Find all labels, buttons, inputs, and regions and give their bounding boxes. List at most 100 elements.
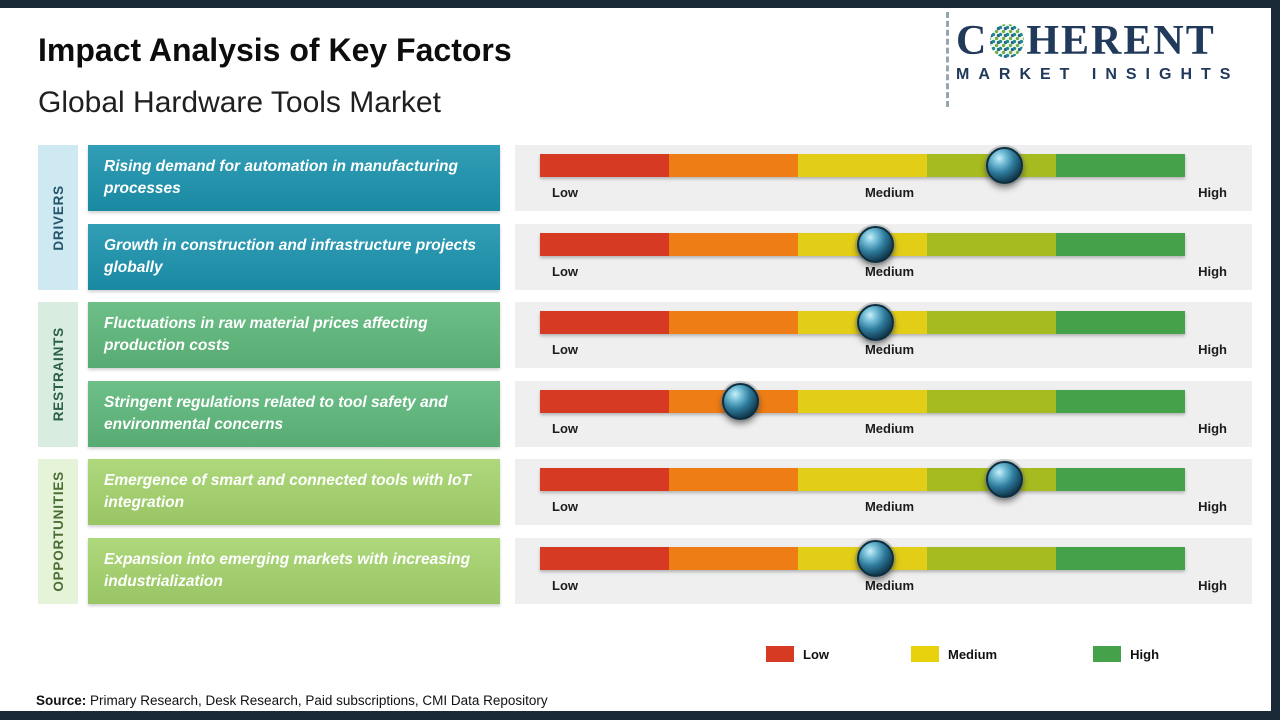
impact-marker [986,147,1024,184]
impact-bar [540,461,1185,498]
scale-label-high: High [1198,185,1227,200]
scale-label-low: Low [552,185,578,200]
impact-marker [857,226,895,263]
impact-bar-panel: Low Medium High [515,538,1252,604]
source-text: Primary Research, Desk Research, Paid su… [86,693,548,708]
scale-label-low: Low [552,499,578,514]
scale-label-medium: Medium [864,499,915,514]
scale-label-medium: Medium [864,264,915,279]
legend-item-low: Low [766,646,829,662]
bar-segment [798,468,927,491]
scale-labels: Low Medium High [552,421,1227,437]
bar-segment [540,233,669,256]
bar-segment [927,390,1056,413]
scale-labels: Low Medium High [552,185,1227,201]
source-label: Source: [36,693,87,708]
legend-label-low: Low [803,646,829,662]
bar-segment [540,154,669,177]
bar-segment [927,233,1056,256]
group-rows: Rising demand for automation in manufact… [88,145,1252,290]
group-label-text: OPPORTUNITIES [50,471,66,592]
bar-segment [669,468,798,491]
factor-box: Fluctuations in raw material prices affe… [88,302,500,368]
scale-label-medium: Medium [864,578,915,593]
logo-divider [946,12,949,107]
scale-label-high: High [1198,264,1227,279]
bar-segment [927,311,1056,334]
impact-bar-panel: Low Medium High [515,145,1252,211]
impact-marker [857,304,895,341]
legend-swatch-high [1093,646,1122,662]
impact-bar-panel: Low Medium High [515,224,1252,290]
scale-label-high: High [1198,578,1227,593]
bar-segment [669,311,798,334]
group-restraints: RESTRAINTS Fluctuations in raw material … [38,302,1252,447]
group-label-opportunities: OPPORTUNITIES [38,459,78,604]
bar-segment [669,154,798,177]
scale-label-low: Low [552,421,578,436]
bar-segment [1056,547,1185,570]
impact-bar-panel: Low Medium High [515,381,1252,447]
group-label-text: DRIVERS [50,184,66,251]
group-rows: Fluctuations in raw material prices affe… [88,302,1252,447]
scale-labels: Low Medium High [552,499,1227,515]
factor-row: Rising demand for automation in manufact… [88,145,1252,211]
impact-bar [540,304,1185,341]
impact-bar-panel: Low Medium High [515,302,1252,368]
scale-label-high: High [1198,342,1227,357]
page-border-top [0,0,1280,8]
bar-segment [798,390,927,413]
page-border-bottom [0,711,1280,720]
scale-label-high: High [1198,499,1227,514]
factor-box: Growth in construction and infrastructur… [88,224,500,290]
factor-row: Expansion into emerging markets with inc… [88,538,1252,604]
scale-label-low: Low [552,342,578,357]
factor-row: Growth in construction and infrastructur… [88,224,1252,290]
factor-row: Emergence of smart and connected tools w… [88,459,1252,525]
legend-label-medium: Medium [948,646,998,662]
scale-label-medium: Medium [864,342,915,357]
bar-segment [798,154,927,177]
group-rows: Emergence of smart and connected tools w… [88,459,1252,604]
legend-item-high: High [1093,646,1159,662]
scale-labels: Low Medium High [552,578,1227,594]
page-border-right [1271,0,1280,720]
group-label-restraints: RESTRAINTS [38,302,78,447]
factor-box: Emergence of smart and connected tools w… [88,459,500,525]
legend-swatch-medium [911,646,939,662]
bar-segment [540,311,669,334]
page-subtitle: Global Hardware Tools Market [38,86,441,119]
globe-icon [990,24,1025,58]
impact-marker [857,540,895,577]
group-drivers: DRIVERS Rising demand for automation in … [38,145,1252,290]
brand-letters-rest: HERENT [1026,18,1216,64]
legend-label-high: High [1130,646,1160,662]
bar-segment [1056,233,1185,256]
factor-box: Rising demand for automation in manufact… [88,145,500,211]
brand-letter-c: C [956,18,989,64]
factor-row: Stringent regulations related to tool sa… [88,381,1252,447]
bar-segment [540,390,669,413]
bar-segment [1056,468,1185,491]
brand-logo: C HERENT MARKET INSIGHTS [956,20,1256,84]
scale-label-medium: Medium [864,185,915,200]
brand-tagline: MARKET INSIGHTS [956,66,1240,83]
legend: Low Medium High [766,646,1159,662]
page-title: Impact Analysis of Key Factors [38,32,512,68]
scale-label-medium: Medium [864,421,915,436]
factor-box: Stringent regulations related to tool sa… [88,381,500,447]
impact-marker [721,383,759,420]
bar-segment [540,547,669,570]
scale-label-high: High [1198,421,1227,436]
group-label-text: RESTRAINTS [50,327,66,422]
group-label-drivers: DRIVERS [38,145,78,290]
scale-label-low: Low [552,578,578,593]
scale-labels: Low Medium High [552,342,1227,358]
bar-segment [1056,311,1185,334]
bar-segment [927,547,1056,570]
source-line: Source: Primary Research, Desk Research,… [36,693,548,708]
factor-row: Fluctuations in raw material prices affe… [88,302,1252,368]
impact-bar [540,383,1185,420]
bar-segment [540,468,669,491]
